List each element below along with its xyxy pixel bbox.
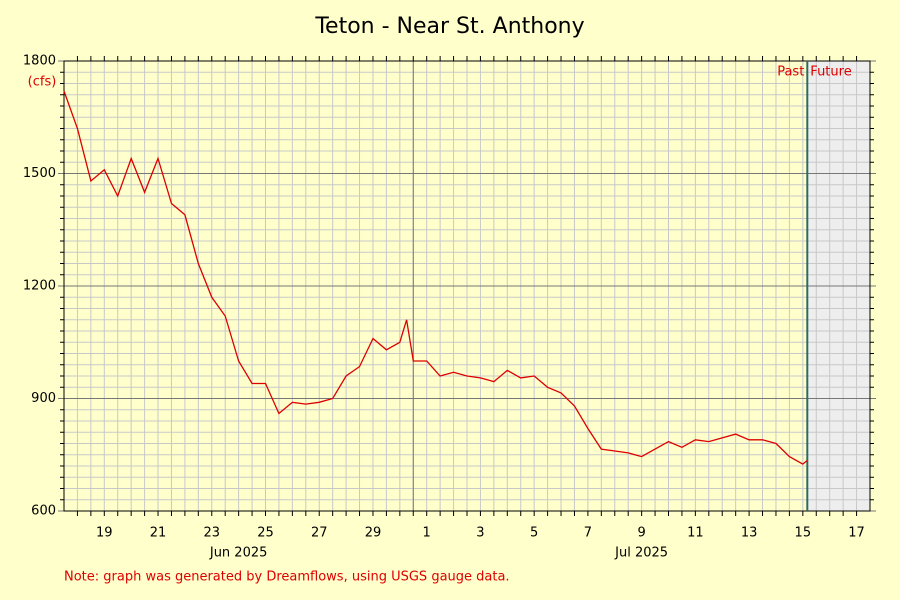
x-tick-label: 5: [530, 526, 538, 541]
month-label: Jun 2025: [209, 546, 268, 561]
y-tick-label: 1200: [23, 279, 56, 294]
x-tick-label: 21: [150, 526, 167, 541]
x-tick-label: 29: [365, 526, 382, 541]
x-tick-label: 13: [741, 526, 758, 541]
x-tick-label: 1: [423, 526, 431, 541]
x-tick-label: 27: [311, 526, 328, 541]
y-tick-label: 1500: [23, 166, 56, 181]
future-label: Future: [810, 65, 851, 80]
x-tick-label: 11: [687, 526, 704, 541]
y-tick-label: 1800: [23, 54, 56, 69]
x-tick-label: 23: [203, 526, 220, 541]
note: Note: graph was generated by Dreamflows,…: [64, 570, 510, 585]
x-tick-label: 25: [257, 526, 274, 541]
x-tick-label: 17: [848, 526, 865, 541]
plot-border: [63, 60, 871, 512]
month-label: Jul 2025: [614, 546, 668, 561]
x-tick-label: 15: [795, 526, 812, 541]
past-label: Past: [777, 65, 804, 80]
y-unit: (cfs): [28, 75, 57, 90]
chart-title: Teton - Near St. Anthony: [314, 14, 584, 39]
flow-line: [63, 90, 808, 465]
x-tick-label: 19: [96, 526, 113, 541]
x-tick-label: 3: [476, 526, 484, 541]
y-tick-label: 900: [31, 391, 56, 406]
x-tick-label: 7: [584, 526, 592, 541]
x-tick-label: 9: [637, 526, 645, 541]
y-tick-label: 600: [31, 504, 56, 519]
